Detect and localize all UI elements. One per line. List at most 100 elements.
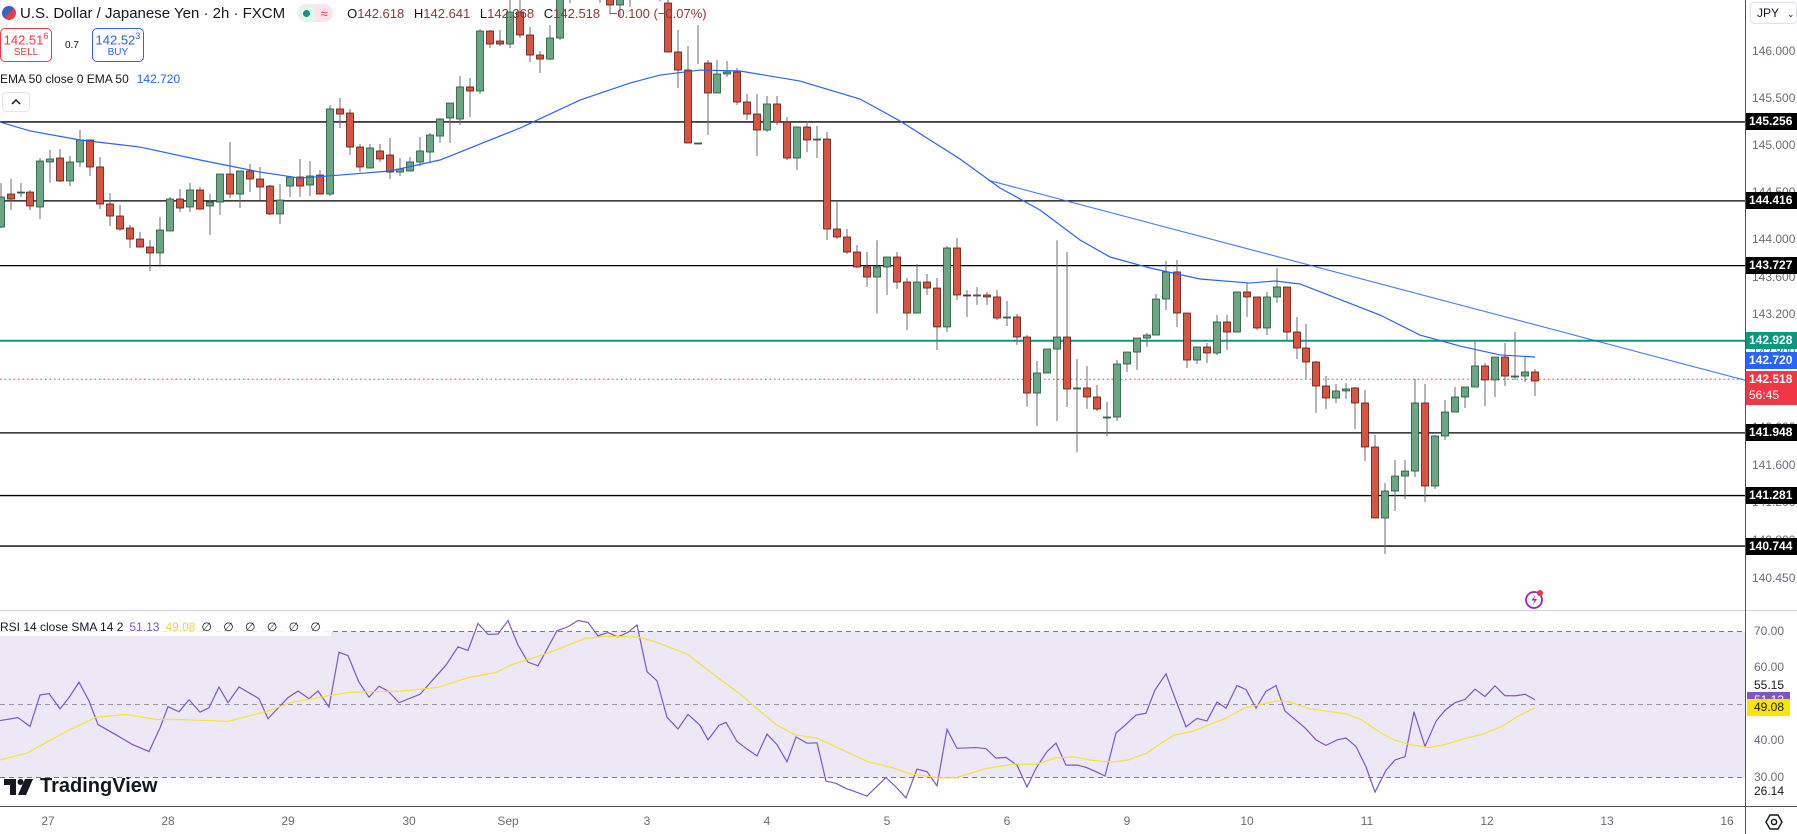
candle[interactable] [853, 244, 861, 269]
candle[interactable] [1183, 312, 1191, 369]
candle[interactable] [1361, 390, 1369, 461]
candle[interactable] [96, 156, 104, 209]
candle[interactable] [953, 238, 961, 300]
settings-gear-icon[interactable] [1765, 813, 1783, 831]
candle[interactable] [236, 170, 244, 209]
candle[interactable] [1273, 268, 1281, 303]
candle[interactable] [713, 59, 721, 94]
candle[interactable] [196, 186, 204, 211]
candle[interactable] [106, 193, 114, 226]
candle[interactable] [0, 183, 5, 228]
rsi-legend[interactable]: RSI 14 close SMA 14 2 51.13 49.08 ∅ ∅ ∅ … [0, 618, 331, 636]
candle[interactable] [1113, 360, 1121, 422]
candle[interactable] [336, 98, 344, 129]
candle[interactable] [1471, 340, 1479, 388]
candle[interactable] [863, 252, 871, 287]
candle[interactable] [883, 256, 891, 295]
candle[interactable] [166, 197, 174, 232]
candle[interactable] [803, 120, 811, 153]
candle[interactable] [226, 141, 234, 198]
ema-legend[interactable]: EMA 50 close 0 EMA 50 142.720 [0, 70, 180, 88]
rsi-pane[interactable] [0, 619, 1745, 800]
candle[interactable] [36, 158, 44, 220]
candle[interactable] [436, 117, 444, 143]
candle[interactable] [1123, 351, 1131, 372]
candle[interactable] [913, 263, 921, 314]
candle[interactable] [366, 144, 374, 169]
candle[interactable] [17, 183, 25, 198]
candle[interactable] [983, 291, 991, 306]
candle[interactable] [66, 155, 74, 187]
candle[interactable] [176, 189, 184, 212]
candle[interactable] [793, 126, 801, 170]
candle[interactable] [1302, 324, 1310, 380]
candle[interactable] [1461, 386, 1469, 408]
rsi-line[interactable] [0, 619, 1536, 800]
candle[interactable] [1441, 399, 1449, 441]
candle[interactable] [823, 131, 831, 240]
symbol-title[interactable]: U.S. Dollar / Japanese Yen · 2h · FXCM [20, 4, 286, 22]
candle[interactable] [1263, 291, 1271, 336]
candle[interactable] [1133, 337, 1141, 371]
candle[interactable] [923, 274, 931, 295]
candle[interactable] [116, 205, 124, 231]
candle[interactable] [664, 0, 672, 53]
candle[interactable] [1033, 360, 1041, 427]
candle[interactable] [674, 30, 682, 89]
candle[interactable] [506, 0, 514, 49]
candle[interactable] [723, 61, 731, 78]
candle[interactable] [1053, 240, 1061, 422]
candle[interactable] [903, 277, 911, 330]
candle[interactable] [1003, 301, 1011, 327]
candle[interactable] [743, 94, 751, 121]
candle[interactable] [286, 176, 294, 198]
candle[interactable] [1243, 283, 1251, 317]
candle[interactable] [356, 144, 364, 173]
candle[interactable] [833, 200, 841, 240]
candle[interactable] [266, 185, 274, 215]
candle[interactable] [704, 59, 712, 136]
candle[interactable] [1332, 384, 1340, 403]
candle[interactable] [1152, 293, 1160, 336]
candle[interactable] [426, 133, 434, 162]
candle[interactable] [76, 130, 84, 167]
candle[interactable] [1083, 365, 1091, 410]
candle[interactable] [376, 144, 384, 162]
candle[interactable] [126, 224, 134, 248]
descending-trendline[interactable] [987, 179, 1745, 381]
candle[interactable] [476, 29, 484, 95]
candle[interactable] [46, 150, 54, 184]
candle[interactable] [1073, 359, 1081, 453]
candle[interactable] [516, 0, 524, 38]
candle[interactable] [733, 67, 741, 106]
candle[interactable] [486, 30, 494, 49]
candle[interactable] [773, 95, 781, 126]
collapse-legend-button[interactable] [2, 92, 30, 112]
candle[interactable] [1213, 315, 1221, 355]
candle[interactable] [1173, 260, 1181, 327]
candle[interactable] [526, 26, 534, 63]
candle[interactable] [276, 183, 284, 225]
candle[interactable] [86, 139, 94, 176]
candle[interactable] [933, 277, 941, 350]
candle[interactable] [606, 0, 614, 15]
candle[interactable] [627, 0, 634, 7]
candle[interactable] [973, 287, 981, 306]
candle[interactable] [1501, 343, 1509, 386]
candle[interactable] [1233, 291, 1241, 333]
candle[interactable] [763, 95, 771, 132]
candle[interactable] [1381, 482, 1389, 554]
candle[interactable] [783, 117, 791, 161]
candle[interactable] [136, 232, 144, 248]
candle[interactable] [246, 164, 254, 193]
candle[interactable] [1162, 260, 1170, 311]
sell-button[interactable]: 142.516 SELL [0, 28, 52, 62]
candle[interactable] [466, 78, 474, 118]
candle[interactable] [694, 25, 702, 145]
candle[interactable] [1013, 313, 1021, 345]
candle[interactable] [216, 173, 224, 215]
candle[interactable] [684, 45, 692, 144]
candle[interactable] [843, 229, 851, 255]
candle[interactable] [1103, 401, 1111, 436]
